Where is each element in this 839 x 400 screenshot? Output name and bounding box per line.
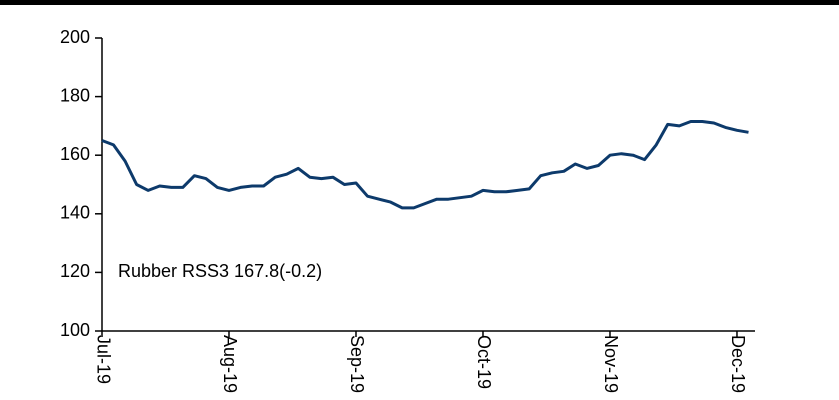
x-tick-label: Aug-19 (220, 335, 240, 393)
x-tick-label: Nov-19 (601, 335, 621, 393)
x-tick-label: Oct-19 (474, 335, 494, 389)
y-tick-label: 140 (60, 203, 90, 223)
x-tick-label: Dec-19 (728, 335, 748, 393)
x-tick-label: Sep-19 (347, 335, 367, 393)
annotation: Rubber RSS3 167.8(-0.2) (118, 261, 322, 281)
y-tick-label: 120 (60, 261, 90, 281)
price-line (101, 120, 749, 210)
y-tick-label: 200 (60, 27, 90, 47)
y-tick-label: 160 (60, 144, 90, 164)
y-tick-label: 180 (60, 85, 90, 105)
top-bar (0, 0, 839, 5)
y-tick-label: 100 (60, 320, 90, 340)
x-tick-label: Jul-19 (93, 335, 113, 384)
